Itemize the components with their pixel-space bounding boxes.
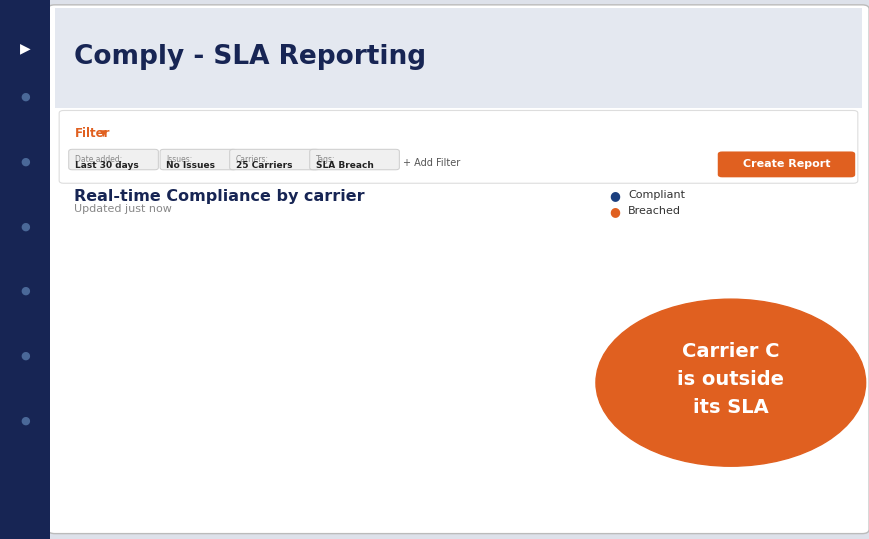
Bar <box>118 239 173 249</box>
Bar <box>415 249 469 488</box>
Text: Comply - SLA Reporting: Comply - SLA Reporting <box>74 44 426 70</box>
Bar <box>217 239 272 249</box>
Bar <box>316 411 370 488</box>
Text: Tags:: Tags: <box>315 155 335 164</box>
Text: ●: ● <box>20 351 30 361</box>
Bar <box>514 239 568 262</box>
Bar <box>118 249 173 488</box>
Text: No Issues: No Issues <box>166 161 215 170</box>
Bar <box>316 239 370 411</box>
Bar <box>514 262 568 488</box>
Text: ●: ● <box>20 286 30 296</box>
Text: ●: ● <box>608 205 619 218</box>
Text: + Add Filter: + Add Filter <box>402 158 460 168</box>
Text: Carrier C
is outside
its SLA: Carrier C is outside its SLA <box>677 342 783 418</box>
Text: ●: ● <box>20 416 30 425</box>
Text: ▼: ▼ <box>100 129 107 138</box>
Text: Carriers:: Carriers: <box>235 155 269 164</box>
Text: ▶: ▶ <box>19 42 30 56</box>
Text: Last 30 days: Last 30 days <box>75 161 138 170</box>
Text: ●: ● <box>608 189 619 202</box>
Text: Issues:: Issues: <box>166 155 192 164</box>
Text: Updated just now: Updated just now <box>74 204 172 214</box>
Text: Breached: Breached <box>627 206 680 216</box>
Text: ●: ● <box>20 92 30 102</box>
Text: SLA Breach: SLA Breach <box>315 161 374 170</box>
Text: Real-time Compliance by carrier: Real-time Compliance by carrier <box>74 189 364 204</box>
Text: ●: ● <box>20 157 30 167</box>
Text: Create Report: Create Report <box>742 160 829 169</box>
Text: ●: ● <box>20 222 30 231</box>
Text: Filter: Filter <box>75 127 110 140</box>
Bar <box>217 249 272 488</box>
Text: Compliant: Compliant <box>627 190 685 200</box>
Text: 25 Carriers: 25 Carriers <box>235 161 292 170</box>
Text: Date added:: Date added: <box>75 155 122 164</box>
Bar <box>415 239 469 249</box>
